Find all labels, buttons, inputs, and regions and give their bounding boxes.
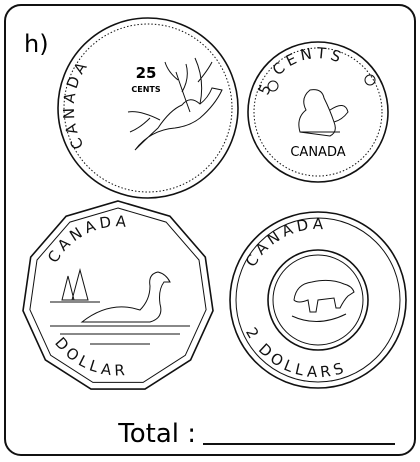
coin-country: CANADA [44,212,131,266]
coin-unit: CENTS [131,85,160,94]
total-label: Total : [117,419,196,449]
coin-unit: 5 CENTS [255,44,347,98]
quarter: CANADA 25 CENTS [58,18,238,198]
coin-unit: DOLLAR [51,334,129,380]
coin-unit: 2 DOLLARS [242,324,349,381]
loonie: CANADA DOLLAR [23,201,213,389]
toonie: CANADA 2 DOLLARS [230,212,406,388]
question-label: h) [24,30,49,58]
coin-country: CANADA [60,56,93,153]
nickel: 5 CENTS CANADA [248,42,388,182]
coin-unit: 5 CENTS [255,44,347,98]
coin-unit: DOLLAR [51,334,129,380]
coin-value: 25 [136,64,157,82]
coin-country: CANADA [290,145,345,160]
frame [5,5,415,455]
coin-country: CANADA [60,56,93,153]
worksheet: h) CANADA 25 CENTS 5 CENTS CANADA CANADA… [0,0,420,462]
coin-unit: 2 DOLLARS [242,324,349,381]
coin-country: CANADA [44,212,131,266]
